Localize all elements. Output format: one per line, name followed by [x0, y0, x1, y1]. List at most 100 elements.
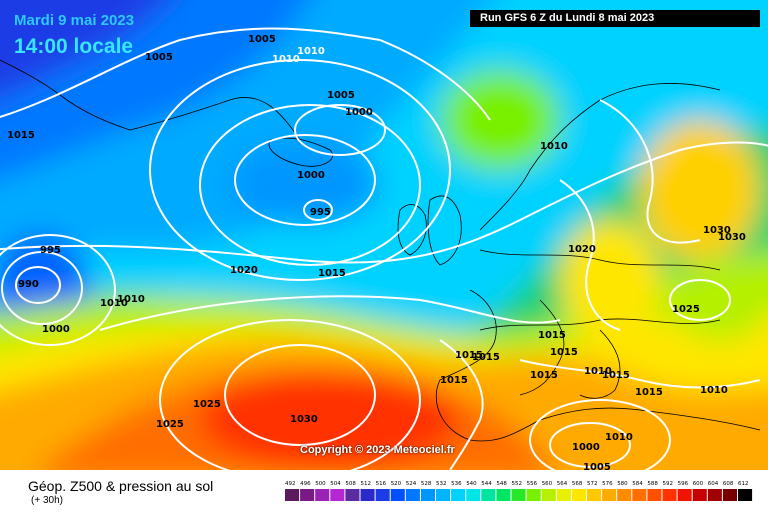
isobar-label: 1015	[318, 268, 346, 279]
coastlines	[0, 59, 761, 442]
scale-swatch	[420, 489, 435, 501]
scale-swatch	[677, 489, 692, 501]
scale-value: 500	[315, 481, 326, 487]
scale-value: 532	[436, 481, 447, 487]
geopotential-field	[0, 0, 768, 470]
weather-map: 1005 1010 1010 1005 1005 1000 1015 1000 …	[0, 0, 768, 470]
scale-swatch	[390, 489, 405, 501]
scale-swatch	[330, 489, 345, 501]
scale-value: 508	[345, 481, 356, 487]
copyright-notice: Copyright © 2023 Meteociel.fr	[300, 444, 455, 456]
scale-swatch	[556, 489, 571, 501]
isobar-label: 1015	[530, 370, 558, 381]
scale-swatch	[481, 489, 496, 501]
isobar-labels: 1005 1010 1010 1005 1005 1000 1015 1000 …	[7, 34, 746, 470]
isobar-label: 1010	[540, 141, 568, 152]
scale-swatch	[345, 489, 360, 501]
scale-swatch	[662, 489, 677, 501]
isobar-label: 1015	[538, 330, 566, 341]
scale-value: 588	[647, 481, 658, 487]
isobar-label: 995	[40, 245, 61, 256]
scale-swatch	[451, 489, 466, 501]
scale-value: 536	[451, 481, 462, 487]
scale-value: 552	[512, 481, 523, 487]
forecast-time: 14:00 locale	[14, 35, 134, 58]
isobar-label: 1000	[42, 324, 70, 335]
scale-value: 544	[481, 481, 492, 487]
isobar-label: 1005	[327, 90, 355, 101]
legend-title: Géop. Z500 & pression au sol	[28, 478, 214, 494]
isobar-label: 1015	[440, 375, 468, 386]
forecast-date: Mardi 9 mai 2023	[14, 12, 135, 29]
isobar-label: 1015	[602, 370, 630, 381]
scale-swatch	[602, 489, 617, 501]
legend-subtitle: (+ 30h)	[31, 495, 63, 506]
scale-swatch	[722, 489, 737, 501]
isobar-label: 1005	[248, 34, 276, 45]
isobar-label: 1010	[584, 366, 612, 377]
isobar-label: 1025	[193, 399, 221, 410]
isobar-label: 1030	[718, 232, 746, 243]
isobar-label: 1005	[145, 52, 173, 63]
colour-scale-swatches	[285, 489, 753, 501]
scale-swatch	[707, 489, 722, 501]
scale-value: 524	[406, 481, 417, 487]
scale-value: 520	[391, 481, 402, 487]
scale-value: 516	[376, 481, 387, 487]
scale-swatch	[496, 489, 511, 501]
scale-value: 568	[572, 481, 583, 487]
scale-value: 600	[693, 481, 704, 487]
isobar-label: 1025	[672, 304, 700, 315]
colour-scale: 492 496 500 504 508 512 516 520 524 528 532 536 540 5…	[285, 481, 753, 501]
scale-swatch	[692, 489, 707, 501]
scale-swatch	[587, 489, 602, 501]
isobar-label: 1000	[345, 107, 373, 118]
scale-swatch	[647, 489, 662, 501]
scale-swatch	[375, 489, 390, 501]
scale-value: 576	[602, 481, 613, 487]
legend-footer: Géop. Z500 & pression au sol (+ 30h) 492…	[0, 470, 768, 512]
scale-swatch	[466, 489, 481, 501]
scale-value: 512	[361, 481, 372, 487]
scale-value: 612	[738, 481, 749, 487]
isobars	[0, 27, 768, 470]
isobar-label: 1025	[156, 419, 184, 430]
scale-value: 572	[587, 481, 598, 487]
map-canvas: 1005 1010 1010 1005 1005 1000 1015 1000 …	[0, 0, 768, 470]
isobar-label: 1015	[550, 347, 578, 358]
isobar-label: 1010	[605, 432, 633, 443]
isobar-label: 1010	[272, 54, 300, 65]
scale-swatch	[511, 489, 526, 501]
isobar-label: 1010	[117, 294, 145, 305]
scale-swatch	[436, 489, 451, 501]
scale-value: 608	[723, 481, 734, 487]
scale-swatch	[617, 489, 632, 501]
scale-swatch	[571, 489, 586, 501]
isobar-label: 1010	[100, 298, 128, 309]
scale-swatch	[300, 489, 315, 501]
isobar-label: 1010	[700, 385, 728, 396]
scale-swatch	[541, 489, 556, 501]
scale-value: 564	[557, 481, 568, 487]
scale-value: 560	[542, 481, 553, 487]
isobar-label: 1005	[583, 462, 611, 470]
isobar-label: 1030	[703, 225, 731, 236]
scale-swatch	[738, 489, 753, 501]
scale-value: 604	[708, 481, 719, 487]
scale-value: 580	[617, 481, 628, 487]
isobar-label: 990	[18, 279, 39, 290]
scale-value: 592	[663, 481, 674, 487]
isobar-label: 995	[310, 207, 331, 218]
scale-swatch	[315, 489, 330, 501]
scale-value: 548	[496, 481, 507, 487]
scale-swatch	[405, 489, 420, 501]
model-run-label: Run GFS 6 Z du Lundi 8 mai 2023	[470, 10, 760, 27]
isobar-label: 1015	[7, 130, 35, 141]
scale-value: 496	[300, 481, 311, 487]
scale-value: 504	[330, 481, 341, 487]
isobar-label: 1015	[472, 352, 500, 363]
scale-value: 528	[421, 481, 432, 487]
scale-value: 540	[466, 481, 477, 487]
scale-swatch	[360, 489, 375, 501]
scale-swatch	[285, 489, 300, 501]
